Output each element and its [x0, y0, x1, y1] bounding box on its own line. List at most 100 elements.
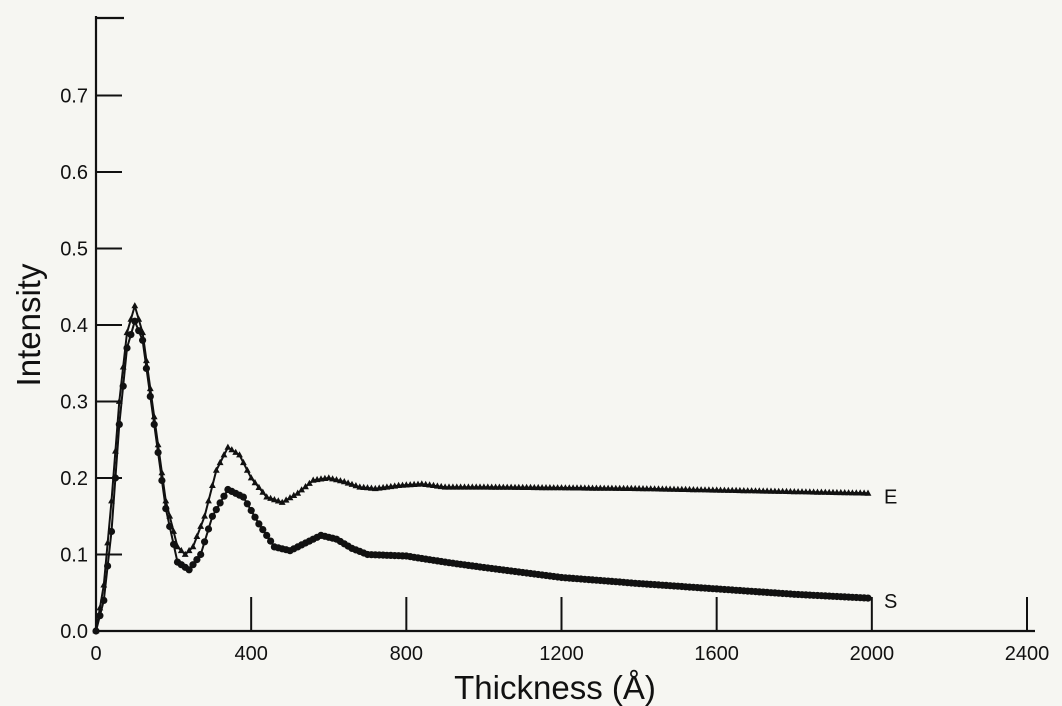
series-s-point — [255, 520, 263, 528]
series-e-point — [329, 475, 336, 482]
series-s-point — [107, 527, 116, 536]
x-tick-label: 800 — [390, 643, 423, 665]
series-e-point — [348, 480, 356, 487]
series-s-point — [123, 344, 131, 352]
series-e-point — [197, 522, 205, 529]
y-tick-label: 0.4 — [60, 315, 88, 337]
series-group: ES — [92, 302, 897, 635]
series-s-point — [146, 392, 154, 400]
series-s-point — [243, 500, 251, 508]
series-e-point — [177, 546, 185, 554]
x-tick-label: 2400 — [1005, 643, 1050, 665]
series-s-point — [166, 522, 174, 531]
series-e-point — [290, 491, 298, 498]
x-tick-label: 1600 — [694, 643, 739, 665]
series-e-point — [344, 479, 352, 486]
series-s-point — [216, 499, 224, 507]
y-tick-label: 0.3 — [60, 392, 88, 414]
series-s-point — [96, 612, 104, 620]
series-s-point — [197, 550, 205, 559]
series-e-point — [236, 451, 243, 458]
series-e-point — [294, 489, 302, 496]
series-e-point — [232, 448, 240, 455]
series-s-point — [135, 327, 143, 335]
series-s-point — [158, 476, 166, 485]
y-axis-title: Intensity — [10, 263, 47, 386]
y-tick-label: 0.2 — [60, 468, 88, 490]
series-e-point — [216, 458, 224, 466]
series-s-point — [100, 596, 108, 605]
series-e-point — [306, 479, 313, 486]
series-e-point — [201, 512, 208, 519]
series-e-point — [337, 477, 344, 484]
series-s-point — [162, 505, 170, 513]
series-e-point — [271, 496, 278, 503]
series-e-point — [302, 483, 309, 490]
x-axis-title: Thickness (Å) — [454, 669, 656, 706]
y-tick-label: 0.1 — [60, 545, 88, 567]
y-tick-label: 0.0 — [60, 621, 88, 643]
series-e-point — [209, 481, 216, 488]
series-e-point — [282, 496, 290, 503]
series-e-point — [340, 478, 348, 485]
series-e-point — [286, 494, 294, 501]
series-s-point — [259, 526, 267, 534]
series-e-point — [224, 443, 232, 450]
series-e-point — [352, 482, 360, 489]
series-e-point — [263, 493, 271, 500]
series-e-point — [259, 488, 267, 495]
series-s-point — [111, 474, 119, 482]
y-tick-label: 0.6 — [60, 162, 88, 184]
series-e-point — [181, 550, 189, 557]
series-s-point — [131, 317, 139, 325]
series-e-point — [267, 494, 274, 501]
series-e-point — [325, 474, 333, 481]
series-e-point — [333, 476, 340, 483]
series-e-point — [243, 466, 251, 473]
series-e-point — [247, 474, 255, 481]
series-e-point — [189, 543, 197, 550]
series-s-line — [95, 318, 869, 632]
series-s-point — [204, 525, 213, 533]
series-s-point — [189, 561, 197, 569]
x-tick-label: 2000 — [850, 643, 895, 665]
series-s-point — [104, 562, 112, 570]
x-tick-label: 1200 — [539, 643, 584, 665]
series-s-point — [119, 382, 127, 390]
series-e-point — [131, 302, 139, 309]
series-s-point — [92, 627, 100, 635]
y-tick-label: 0.7 — [60, 86, 88, 108]
series-e-point — [228, 446, 236, 453]
series-s-point — [239, 493, 247, 501]
series-s-point — [127, 331, 135, 339]
series-e-point — [212, 466, 220, 473]
series-label-s: S — [884, 591, 897, 613]
series-e-point — [298, 486, 305, 493]
series-s-point — [115, 420, 123, 428]
series-s-point — [212, 506, 220, 514]
x-ticks: 0 400 800 1200 1600 2000 2400 — [90, 597, 1049, 665]
y-tick-label: 0.5 — [60, 239, 88, 261]
series-s-point — [150, 420, 158, 428]
series-s-point — [208, 512, 216, 520]
series-s-point — [247, 506, 255, 515]
series-label-e: E — [884, 486, 897, 508]
series-e-point — [278, 498, 286, 505]
series-e-point — [220, 451, 228, 458]
series-s-point — [220, 492, 228, 500]
series-e-point — [255, 483, 263, 490]
series-e-point — [193, 532, 201, 539]
series-e-point — [174, 543, 181, 550]
series-s-point — [864, 594, 872, 602]
series-e-line — [95, 302, 869, 632]
series-s-point — [263, 531, 271, 540]
series-s-point — [139, 336, 147, 344]
series-e-point — [864, 489, 872, 496]
x-tick-label: 400 — [234, 643, 267, 665]
y-ticks: 0.0 0.1 0.2 0.3 0.4 0.5 0.6 0.7 — [60, 86, 122, 643]
series-s-point — [142, 364, 150, 372]
series-e-point — [185, 546, 193, 554]
series-s-point — [170, 540, 178, 548]
x-tick-label: 0 — [90, 643, 101, 665]
